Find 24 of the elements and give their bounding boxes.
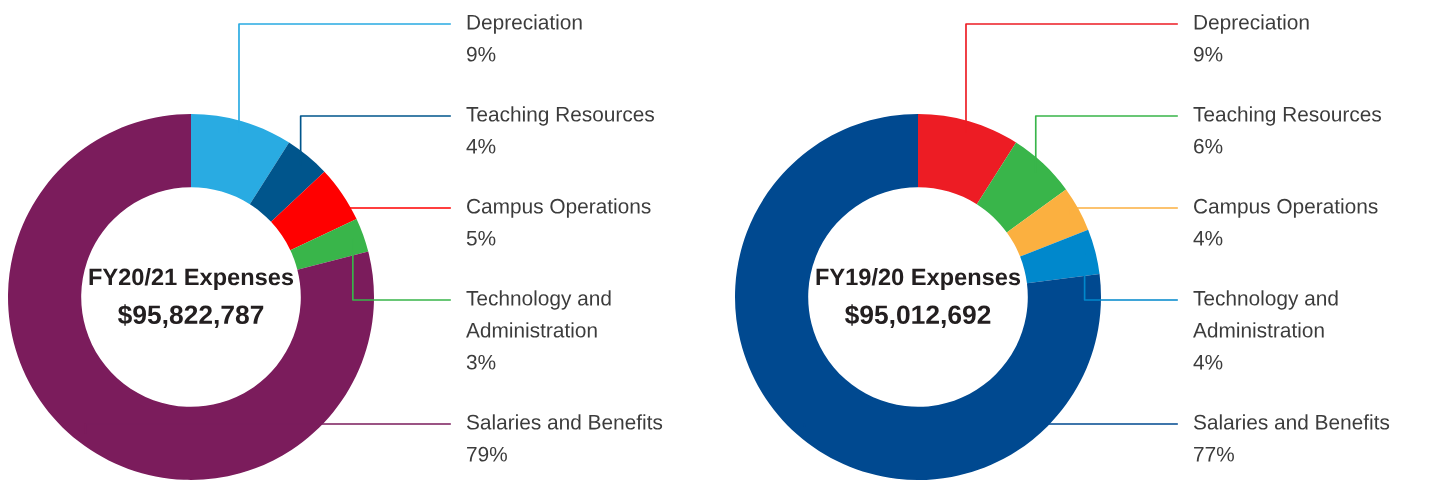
text: $95,012,692 (844, 304, 991, 328)
data-label: 9% (1193, 46, 1223, 62)
data-label: 77% (1194, 446, 1234, 462)
slice-label: Depreciation (467, 14, 582, 34)
data-label: 6% (1194, 138, 1223, 154)
slice-label: Salaries and Benefits (466, 414, 663, 430)
data-label: 4% (1193, 354, 1223, 370)
data-label: 3% (466, 354, 496, 370)
text: $95,822,787 (117, 304, 264, 328)
data-label: 4% (1193, 230, 1223, 246)
slice-label: Technology and Administration (466, 290, 611, 338)
slice-label: Depreciation (1194, 14, 1309, 34)
slice-label: Technology and Administration (1193, 290, 1338, 338)
data-label: 5% (466, 230, 496, 246)
data-label: 79% (467, 446, 507, 462)
slice-label: Campus Operations (1194, 198, 1378, 218)
data-label: 9% (466, 46, 496, 62)
slice-label: Salaries and Benefits (1193, 414, 1390, 430)
slice-label: Campus Operations (467, 198, 651, 218)
text: FY20/21 Expenses (89, 267, 294, 290)
slice-label: Teaching Resources (1193, 106, 1381, 126)
text: FY19/20 Expenses (816, 267, 1021, 290)
data-label: 4% (466, 138, 496, 154)
slice-label: Teaching Resources (466, 106, 654, 126)
